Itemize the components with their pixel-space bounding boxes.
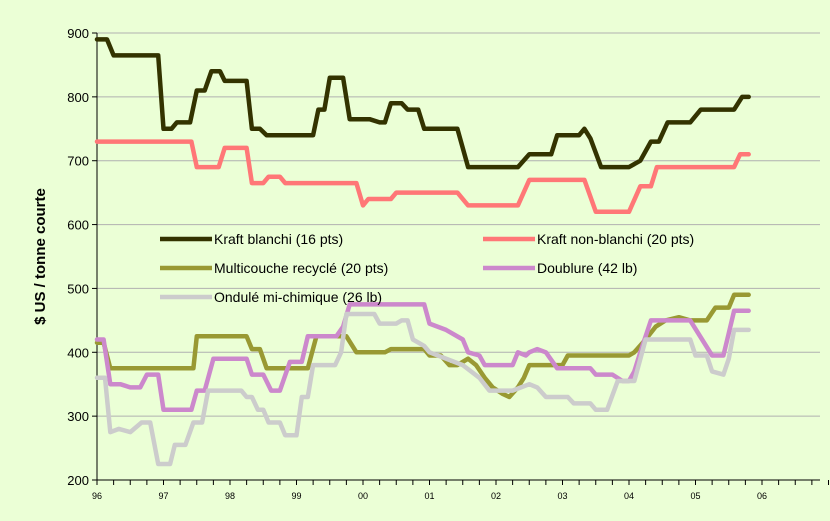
legend-label-4: Doublure (42 lb) — [537, 260, 637, 276]
y-tick-label: 300 — [67, 409, 89, 424]
x-tick-label: 05 — [690, 491, 700, 501]
y-tick-label: 800 — [67, 90, 89, 105]
legend-label-1: Kraft blanchi (16 pts) — [214, 231, 343, 247]
x-tick-label: 96 — [92, 491, 102, 501]
series-line-1 — [94, 37, 751, 170]
y-axis-label: $ US / tonne courte — [32, 188, 49, 325]
series-line-5 — [94, 311, 751, 467]
x-tick-label: 03 — [557, 491, 567, 501]
x-tick-label: 98 — [225, 491, 235, 501]
x-tick-label: 00 — [358, 491, 368, 501]
x-tick-label: 02 — [491, 491, 501, 501]
y-tick-label: 500 — [67, 281, 89, 296]
x-tick-label: 99 — [291, 491, 301, 501]
y-tick-label: 400 — [67, 345, 89, 360]
legend-label-2: Kraft non-blanchi (20 pts) — [537, 231, 694, 247]
x-tick-label: 06 — [757, 491, 767, 501]
x-tick-label: 04 — [624, 491, 634, 501]
y-tick-label: 700 — [67, 154, 89, 169]
legend-label-3: Multicouche recyclé (20 pts) — [214, 260, 388, 276]
y-tick-label: 900 — [67, 26, 89, 41]
x-tick-label: 97 — [158, 491, 168, 501]
x-tick-label: 01 — [424, 491, 434, 501]
y-tick-label: 200 — [67, 473, 89, 488]
series-line-2 — [94, 139, 751, 215]
legend-label-5: Ondulé mi-chimique (26 lb) — [214, 289, 382, 305]
series-line-4 — [94, 302, 751, 413]
plot-area — [97, 33, 820, 480]
y-tick-label: 600 — [67, 218, 89, 233]
